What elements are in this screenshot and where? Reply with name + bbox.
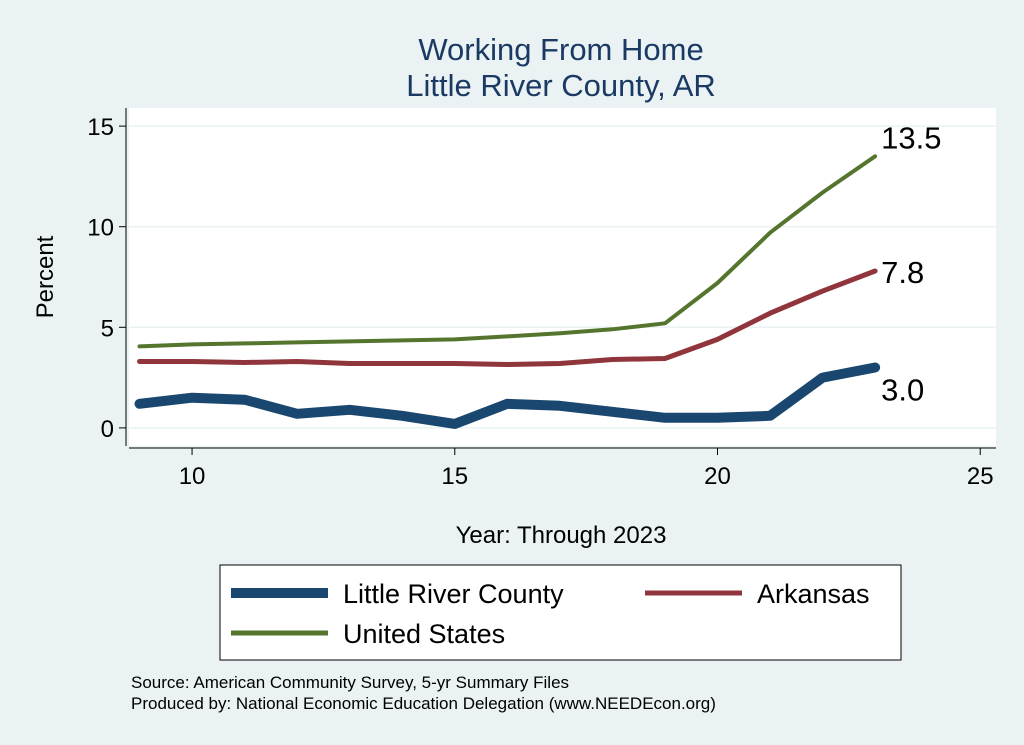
legend: Little River County Arkansas United Stat… xyxy=(219,564,902,661)
end-labels: 3.0 7.8 13.5 xyxy=(881,120,941,407)
y-tick-label-0: 0 xyxy=(101,416,114,443)
legend-label-little-river-county: Little River County xyxy=(343,579,564,609)
chart-title-line-1: Working From Home xyxy=(418,32,703,67)
y-axis-title: Percent xyxy=(32,235,59,318)
legend-label-united-states: United States xyxy=(343,619,505,649)
end-label-arkansas: 7.8 xyxy=(881,255,924,290)
y-tick-label-10: 10 xyxy=(87,215,114,242)
legend-box xyxy=(219,564,902,661)
x-tick-label-25: 25 xyxy=(967,463,994,490)
series-group xyxy=(134,154,881,429)
y-tick-label-15: 15 xyxy=(87,114,114,141)
produced-by-note: Produced by: National Economic Education… xyxy=(131,694,716,713)
axes: 0 5 10 15 10 15 20 25 xyxy=(87,108,996,490)
series-line-arkansas xyxy=(137,268,878,367)
legend-label-arkansas: Arkansas xyxy=(757,579,870,609)
series-line-united-states xyxy=(137,154,878,349)
chart-title-line-2: Little River County, AR xyxy=(406,68,716,103)
source-note: Source: American Community Survey, 5-yr … xyxy=(131,673,569,692)
x-axis-title: Year: Through 2023 xyxy=(456,522,667,549)
x-tick-label-15: 15 xyxy=(441,463,468,490)
x-tick-label-10: 10 xyxy=(179,463,206,490)
series-line-little-river-county xyxy=(134,362,881,429)
grid-lines xyxy=(129,125,996,429)
end-label-little-river-county: 3.0 xyxy=(881,373,924,408)
x-tick-label-20: 20 xyxy=(704,463,731,490)
end-label-united-states: 13.5 xyxy=(881,120,941,155)
y-tick-label-5: 5 xyxy=(101,315,114,342)
plot-area xyxy=(129,108,996,446)
